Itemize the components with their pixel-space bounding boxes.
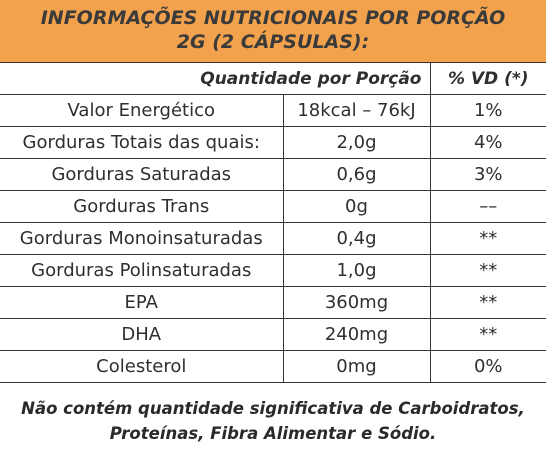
title-line: INFORMAÇÕES NUTRICIONAIS POR PORÇÃO [40, 7, 506, 29]
footer: Não contém quantidade significativa de C… [0, 396, 546, 446]
table-row: Gorduras Saturadas 0,6g 3% [0, 158, 546, 191]
quantity: 240mg [282, 318, 431, 351]
nutrient: Gorduras Totais das quais: [0, 126, 284, 159]
table-row: Valor Energético 18kcal – 76kJ 1% [0, 94, 546, 127]
daily-value: ** [429, 222, 546, 255]
table-row: EPA 360mg ** [0, 286, 546, 319]
quantity: 0,6g [282, 158, 431, 191]
column-header: Quantidade por Porção [0, 62, 431, 95]
nutrient: Gorduras Trans [0, 190, 284, 223]
header: INFORMAÇÕES NUTRICIONAIS POR PORÇÃO 2G (… [0, 0, 546, 62]
column-header: % VD (*) [429, 62, 546, 95]
table-row: DHA 240mg ** [0, 318, 546, 351]
table-row: Gorduras Trans 0g –– [0, 190, 546, 223]
nutrient: Colesterol [0, 350, 284, 383]
column-header-row: Quantidade por Porção % VD (*) [0, 62, 546, 95]
daily-value: 1% [429, 94, 546, 127]
table-row: Gorduras Totais das quais: 2,0g 4% [0, 126, 546, 159]
quantity: 0g [282, 190, 431, 223]
quantity: 2,0g [282, 126, 431, 159]
daily-value: –– [429, 190, 546, 223]
nutrient: Gorduras Monoinsaturadas [0, 222, 284, 255]
nutrient: EPA [0, 286, 284, 319]
quantity: 0mg [282, 350, 431, 383]
nutrient: Gorduras Polinsaturadas [0, 254, 284, 287]
quantity: 0,4g [282, 222, 431, 255]
nutrient: DHA [0, 318, 284, 351]
nutrient: Valor Energético [0, 94, 284, 127]
daily-value: 3% [429, 158, 546, 191]
nutrition-table: Quantidade por Porção % VD (*) Valor Ene… [0, 62, 546, 383]
nutrient: Gorduras Saturadas [0, 158, 284, 191]
daily-value: 0% [429, 350, 546, 383]
quantity: 1,0g [282, 254, 431, 287]
table-row: Colesterol 0mg 0% [0, 350, 546, 383]
quantity: 18kcal – 76kJ [282, 94, 431, 127]
daily-value: ** [429, 254, 546, 287]
daily-value: ** [429, 318, 546, 351]
table-row: Gorduras Monoinsaturadas 0,4g ** [0, 222, 546, 255]
table-row: Gorduras Polinsaturadas 1,0g ** [0, 254, 546, 287]
daily-value: 4% [429, 126, 546, 159]
quantity: 360mg [282, 286, 431, 319]
footer-line: Não contém quantidade significativa de C… [21, 399, 525, 418]
title-line: 2G (2 CÁPSULAS): [176, 31, 370, 53]
daily-value: ** [429, 286, 546, 319]
footer-line: Proteínas, Fibra Alimentar e Sódio. [109, 424, 437, 443]
